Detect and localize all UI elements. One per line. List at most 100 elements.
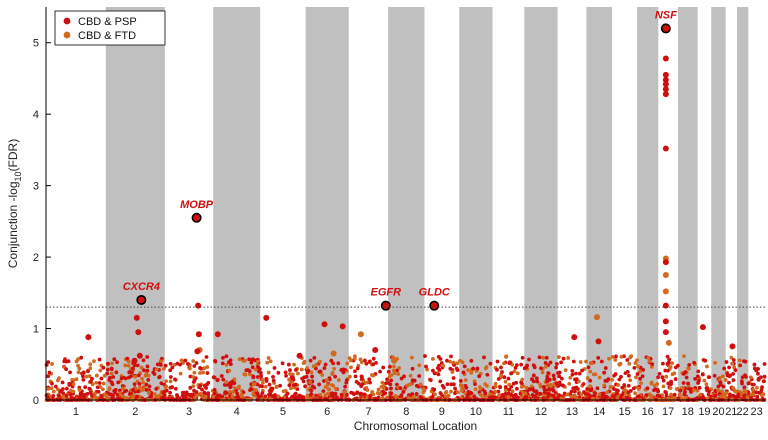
data-point — [549, 384, 553, 389]
data-point — [647, 393, 652, 398]
data-point — [561, 383, 565, 388]
data-point — [723, 377, 728, 382]
data-point — [610, 355, 615, 359]
data-point — [145, 364, 150, 369]
data-point — [388, 395, 393, 399]
data-point — [198, 371, 202, 375]
data-point — [618, 396, 623, 400]
data-point — [259, 373, 264, 378]
highlighted-point-egfr — [380, 300, 391, 311]
x-tick-label-chr-8: 8 — [403, 406, 409, 418]
data-point — [713, 360, 718, 365]
data-point — [112, 389, 117, 393]
data-point — [71, 389, 76, 394]
data-point-cbd-ftd — [330, 350, 337, 357]
data-point — [399, 393, 404, 398]
data-point — [228, 384, 233, 389]
data-point — [230, 379, 235, 384]
data-point — [333, 387, 338, 391]
data-point — [114, 370, 119, 375]
data-point — [325, 378, 329, 382]
data-point — [635, 372, 640, 376]
data-point — [293, 382, 298, 387]
data-point — [341, 370, 346, 375]
data-point — [542, 390, 547, 395]
data-point — [54, 384, 58, 389]
data-point — [397, 366, 402, 370]
data-point — [488, 361, 493, 366]
data-point — [211, 375, 216, 380]
data-point — [191, 359, 196, 363]
data-point — [260, 377, 265, 382]
data-point — [332, 366, 337, 371]
data-point — [320, 373, 325, 377]
data-point — [221, 355, 225, 360]
data-point — [635, 358, 639, 363]
data-point — [599, 359, 604, 364]
data-point — [585, 376, 590, 380]
data-point — [696, 374, 700, 379]
data-point — [515, 386, 519, 391]
data-point — [597, 375, 602, 380]
data-point — [321, 389, 326, 394]
data-point — [437, 363, 441, 368]
data-point — [577, 371, 582, 376]
data-point — [265, 360, 270, 365]
data-point — [668, 386, 673, 391]
data-point — [349, 390, 354, 395]
data-point — [727, 365, 731, 370]
data-point — [568, 375, 573, 380]
data-point — [123, 363, 128, 368]
data-point — [228, 389, 232, 394]
data-point — [548, 387, 552, 392]
data-point — [673, 377, 678, 381]
data-point — [145, 355, 150, 359]
data-point — [271, 378, 276, 383]
data-point — [424, 364, 428, 369]
data-point — [692, 360, 697, 365]
data-point — [641, 367, 646, 372]
data-point — [299, 367, 304, 372]
data-point — [126, 363, 131, 368]
data-point — [224, 363, 229, 367]
data-point — [724, 391, 729, 395]
data-point — [509, 371, 514, 376]
data-point — [288, 368, 292, 372]
data-point — [656, 375, 660, 380]
data-point — [410, 366, 415, 371]
data-point — [441, 363, 446, 368]
data-point — [460, 360, 465, 365]
data-point — [540, 370, 545, 375]
x-tick-label-chr-15: 15 — [618, 406, 630, 418]
data-point — [469, 370, 474, 375]
data-point — [520, 377, 525, 382]
data-point — [224, 354, 229, 359]
data-point — [301, 379, 306, 384]
data-point — [588, 384, 593, 389]
data-point — [538, 391, 543, 396]
data-point — [144, 382, 149, 387]
data-point — [305, 393, 310, 398]
data-point — [541, 384, 546, 389]
data-point — [546, 371, 551, 376]
data-point — [716, 388, 721, 393]
data-point — [611, 394, 615, 399]
data-point — [125, 396, 130, 401]
data-point — [523, 391, 528, 396]
data-point — [738, 363, 743, 368]
data-point — [308, 358, 313, 363]
data-point — [68, 392, 73, 397]
data-point — [666, 381, 671, 386]
data-point — [613, 372, 618, 376]
data-point — [326, 387, 331, 391]
data-point — [358, 357, 363, 362]
legend: CBD & PSP CBD & FTD — [54, 10, 166, 46]
data-point — [511, 381, 516, 386]
data-point — [664, 393, 669, 398]
data-point — [243, 372, 248, 377]
data-point — [253, 367, 258, 372]
data-point — [507, 387, 512, 392]
data-point — [554, 381, 559, 386]
data-point — [482, 355, 486, 360]
data-point — [241, 359, 246, 363]
